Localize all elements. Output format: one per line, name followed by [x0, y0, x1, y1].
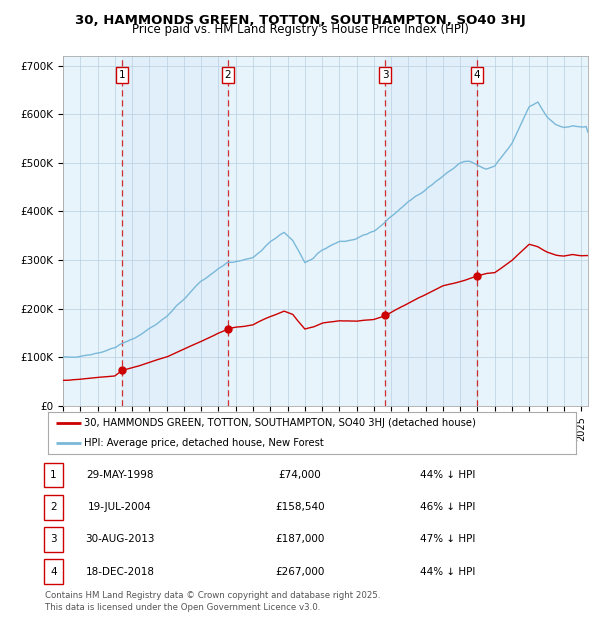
Text: HPI: Average price, detached house, New Forest: HPI: Average price, detached house, New … [84, 438, 323, 448]
Text: £74,000: £74,000 [278, 470, 322, 480]
Text: 47% ↓ HPI: 47% ↓ HPI [420, 534, 475, 544]
Text: £187,000: £187,000 [275, 534, 325, 544]
Text: Price paid vs. HM Land Registry's House Price Index (HPI): Price paid vs. HM Land Registry's House … [131, 23, 469, 36]
Text: 30-AUG-2013: 30-AUG-2013 [85, 534, 155, 544]
Text: 19-JUL-2004: 19-JUL-2004 [88, 502, 152, 512]
Text: £158,540: £158,540 [275, 502, 325, 512]
Text: 1: 1 [50, 470, 57, 480]
Text: Contains HM Land Registry data © Crown copyright and database right 2025.
This d: Contains HM Land Registry data © Crown c… [45, 591, 380, 612]
Text: £267,000: £267,000 [275, 567, 325, 577]
Text: 44% ↓ HPI: 44% ↓ HPI [420, 470, 475, 480]
Text: 4: 4 [473, 70, 480, 80]
Text: 1: 1 [119, 70, 125, 80]
Text: 3: 3 [382, 70, 389, 80]
Text: 2: 2 [50, 502, 57, 512]
Text: 4: 4 [50, 567, 57, 577]
Text: 30, HAMMONDS GREEN, TOTTON, SOUTHAMPTON, SO40 3HJ (detached house): 30, HAMMONDS GREEN, TOTTON, SOUTHAMPTON,… [84, 418, 476, 428]
Text: 46% ↓ HPI: 46% ↓ HPI [420, 502, 475, 512]
Bar [122, 56, 228, 406]
Text: 44% ↓ HPI: 44% ↓ HPI [420, 567, 475, 577]
Text: 2: 2 [224, 70, 231, 80]
Text: 3: 3 [50, 534, 57, 544]
Text: 29-MAY-1998: 29-MAY-1998 [86, 470, 154, 480]
Text: 18-DEC-2018: 18-DEC-2018 [86, 567, 155, 577]
Bar [385, 56, 477, 406]
Text: 30, HAMMONDS GREEN, TOTTON, SOUTHAMPTON, SO40 3HJ: 30, HAMMONDS GREEN, TOTTON, SOUTHAMPTON,… [74, 14, 526, 27]
